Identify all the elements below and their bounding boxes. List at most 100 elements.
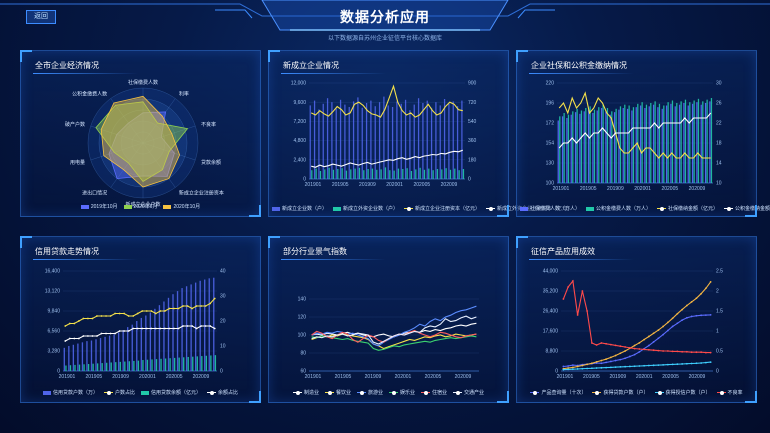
data-point [77,337,80,340]
data-point [628,365,631,368]
bar [365,103,368,179]
legend-item[interactable]: 新成立企业数（户） [272,205,327,212]
bar [413,104,415,179]
data-point [168,327,171,330]
radar-indicator-label: 不良率 [201,121,216,128]
bar [133,360,135,371]
y-tick-label: 12,000 [291,81,307,87]
y-tick-label: 100 [298,333,307,339]
data-point [647,364,650,367]
legend-item[interactable]: 获得授信户数（户） [654,389,711,396]
data-point [571,280,574,282]
legend-item[interactable]: 住宿业 [421,389,447,396]
legend-item[interactable]: 新成立企业注册资本（亿元） [404,205,480,212]
bar [361,107,363,179]
industry-index-chart: 60 80 100 120 140 201901 201905 201909 202001 202… [298,297,479,380]
data-point [609,360,612,363]
legend-item[interactable]: 2020年6月 [123,203,157,210]
data-point [571,368,574,371]
legend-item[interactable]: 产品查询量（十次） [530,389,586,396]
y-tick-label: 0 [57,369,60,375]
bar [370,100,372,179]
radar-series [108,111,175,180]
legend-item[interactable]: 获得贷款户数（户） [592,389,649,396]
header-frame [0,0,770,31]
data-point [96,335,98,337]
legend-item[interactable]: 公积金缴纳金额（亿元） [724,205,770,212]
bar [619,106,622,183]
series-line [311,333,477,350]
bar [452,101,454,179]
legend-item[interactable]: 旅游业 [356,389,383,396]
data-point [662,350,665,352]
legend-item[interactable]: 公积金缴费人数（万人） [586,205,651,212]
y-tick-label: 44,000 [543,269,559,275]
y-right-tick-label: 0 [716,369,719,375]
data-point [709,361,712,364]
y-tick-label: 6,560 [47,329,60,335]
legend-item[interactable]: 信用贷款余额（亿元） [141,389,201,396]
data-point [666,350,669,352]
legend-item[interactable]: 制造业 [292,389,319,396]
legend-item[interactable]: 2020年10月 [163,203,200,210]
bar [650,103,652,183]
legend-item[interactable]: 2019年10月 [80,203,118,210]
bar [104,336,106,371]
bar [140,317,142,371]
data-point [681,350,684,353]
legend-swatch [42,390,51,395]
bar [691,103,694,183]
data-point [571,366,574,369]
legend-item[interactable]: 娱乐业 [389,389,415,396]
radar-indicator-label: 用电量 [70,159,85,166]
legend-item[interactable]: 餐饮业 [324,389,351,396]
data-point [177,307,180,310]
bar [169,358,171,371]
legend-item[interactable]: 社保缴费人数（万人） [520,205,580,212]
data-point [704,351,707,354]
bar [644,108,646,183]
legend-item[interactable]: 社保缴纳金额（亿元） [657,205,718,212]
bar [410,171,413,179]
bar [335,108,337,179]
data-point [676,322,679,325]
bar [559,116,561,183]
legend-item[interactable]: 交通产业 [453,389,484,396]
x-tick-label: 201905 [335,374,352,380]
bar [178,357,180,371]
title-underline [281,259,386,260]
legend-item[interactable]: 余额占比 [207,389,238,396]
bar [173,357,176,371]
bar [331,102,333,179]
back-button[interactable]: 返回 [26,10,56,24]
y-right-tick-label: 0 [468,177,471,183]
legend-item[interactable]: 信用贷款户数（万） [42,389,98,396]
x-tick-label: 202009 [455,374,472,380]
bar [319,171,322,179]
bar [391,107,394,179]
bar [696,102,698,183]
legend-item[interactable]: 新成立外资企业数（户） [333,205,398,212]
legend-swatch [530,390,540,395]
data-point [204,305,207,307]
data-point [114,332,116,335]
data-point [82,317,85,320]
bar [181,288,183,371]
legend-item[interactable]: 户数占比 [103,389,135,396]
legend-item[interactable]: 不良率 [716,389,743,396]
bar [448,103,450,179]
title-underline [281,73,386,74]
data-point [657,329,660,331]
bar [354,168,356,179]
data-point [647,348,650,351]
data-point [704,287,707,290]
bar [151,359,153,371]
radar-indicator-label: 新成立企业注册资本 [179,189,224,196]
data-point [695,297,698,300]
bar [387,105,389,179]
title-underline [33,73,138,74]
radar-indicator-label: 公积金缴费人数 [72,91,107,98]
bar [706,99,708,183]
legend-swatch [324,390,334,395]
data-point [109,332,112,335]
